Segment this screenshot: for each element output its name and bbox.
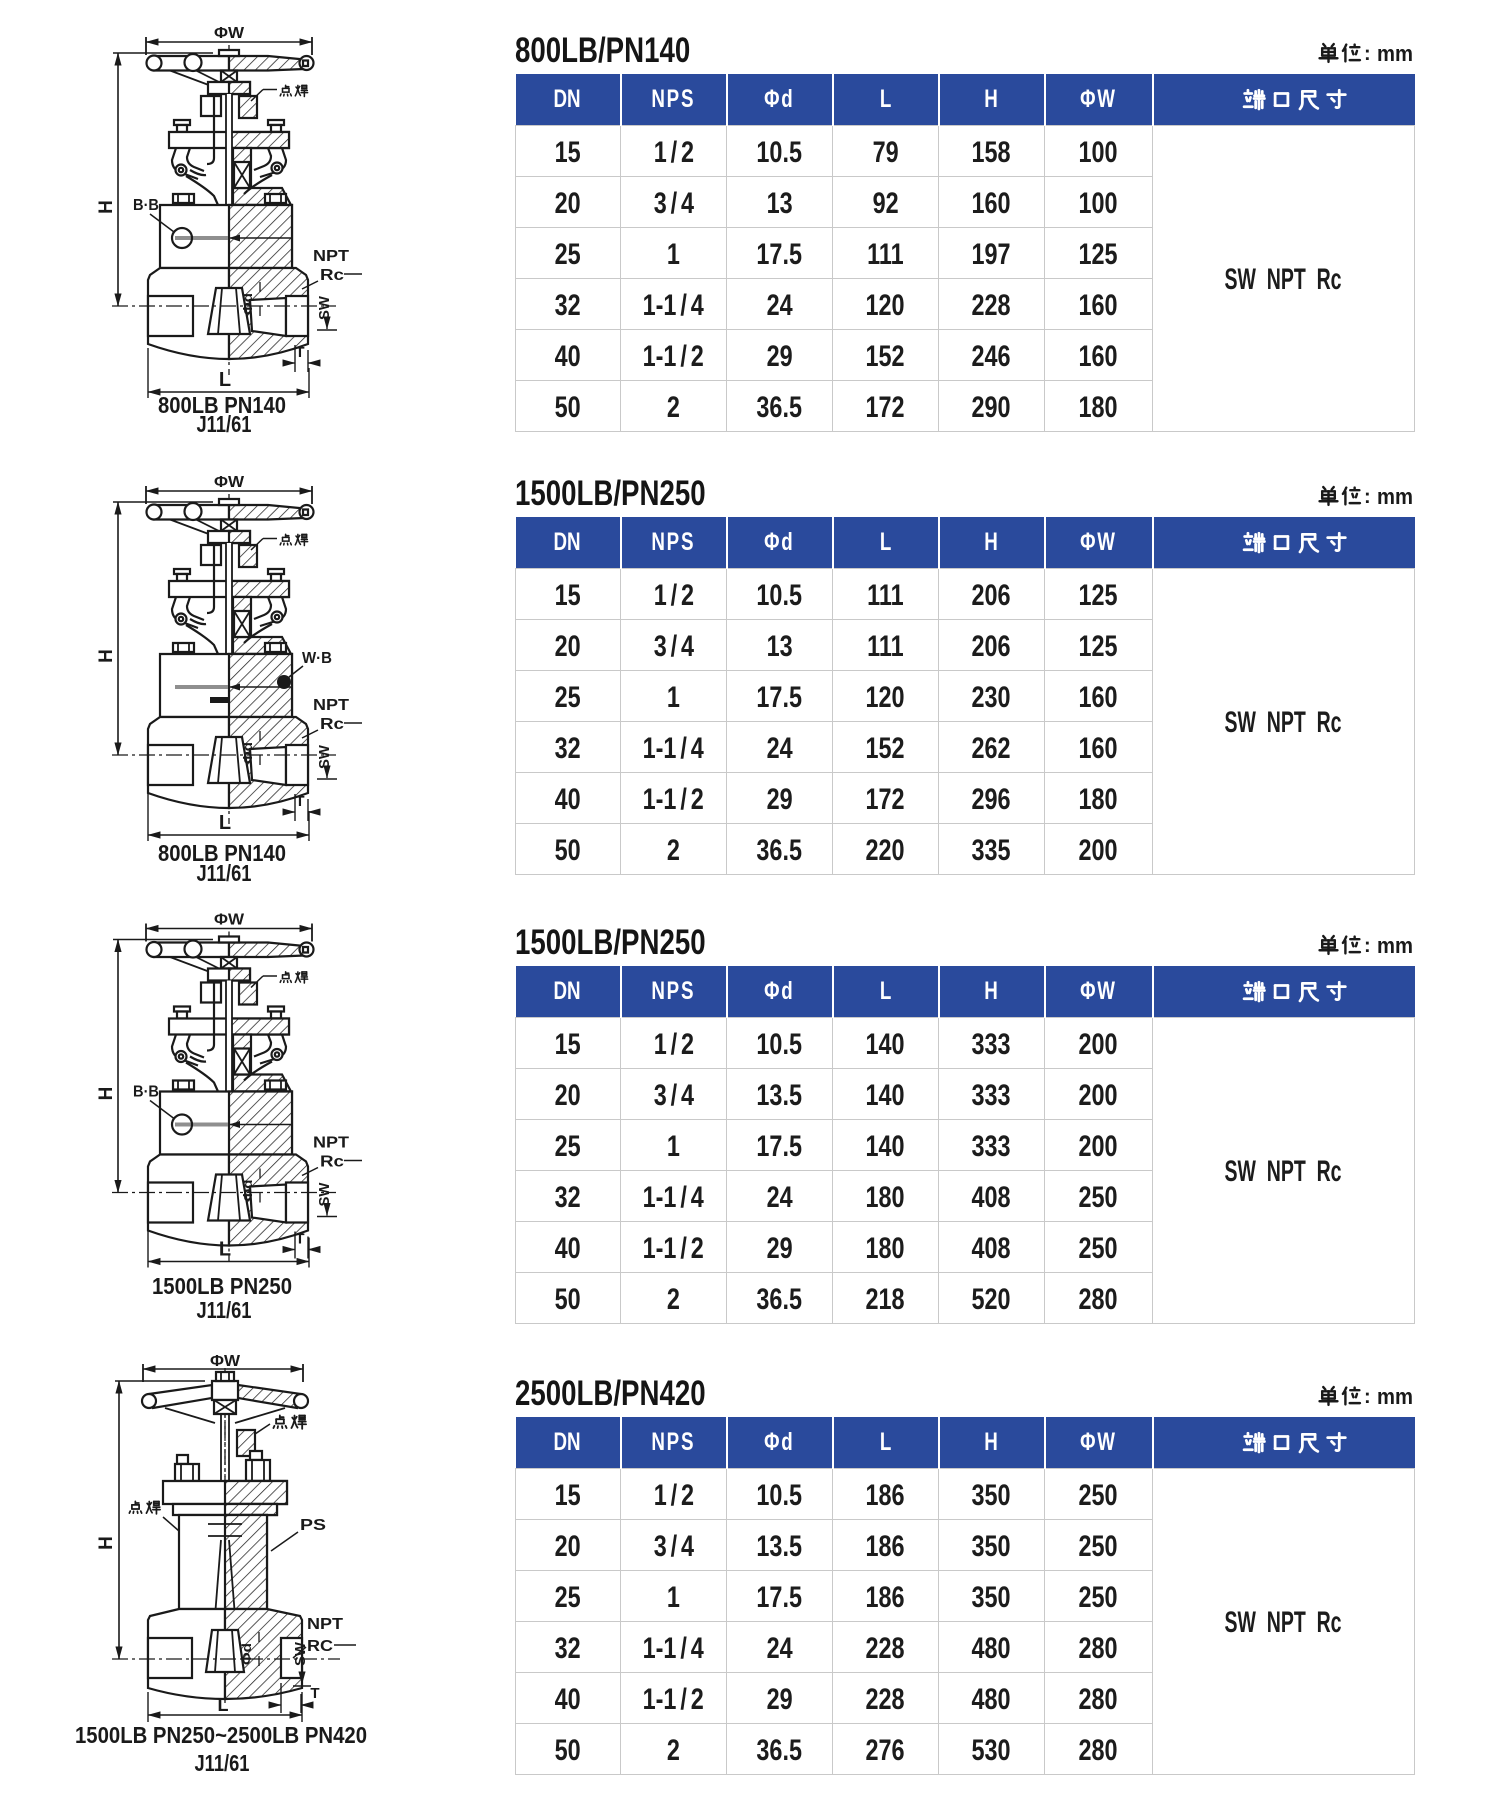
svg-text:mm: mm <box>1377 933 1413 958</box>
svg-text:RC: RC <box>307 1638 334 1655</box>
svg-text:L: L <box>219 369 231 391</box>
svg-text:J11/61: J11/61 <box>197 860 252 886</box>
svg-text:W·B: W·B <box>302 650 332 667</box>
svg-text::: : <box>1364 43 1371 65</box>
svg-text:ΦW: ΦW <box>214 912 245 929</box>
svg-text:J11/61: J11/61 <box>197 411 252 437</box>
svg-text::: : <box>1364 935 1371 957</box>
svg-text:PS: PS <box>300 1517 326 1534</box>
svg-text:Φd: Φd <box>240 293 255 315</box>
svg-text:NPT: NPT <box>313 697 349 714</box>
svg-text:T: T <box>295 1231 304 1248</box>
svg-text:mm: mm <box>1377 1384 1413 1409</box>
svg-text:Rc: Rc <box>320 716 344 733</box>
svg-text:Φd: Φd <box>239 1643 254 1665</box>
svg-text:Φd: Φd <box>240 1179 255 1201</box>
svg-text:T: T <box>295 793 304 810</box>
svg-text::: : <box>1364 1386 1371 1408</box>
svg-text:SW: SW <box>316 1182 333 1207</box>
svg-text:mm: mm <box>1377 484 1413 509</box>
svg-text:NPT: NPT <box>307 1616 343 1633</box>
svg-text:SW: SW <box>292 1641 309 1666</box>
svg-text:T: T <box>310 1685 319 1702</box>
svg-text::: : <box>1364 486 1371 508</box>
svg-text:1500LB PN250~2500LB PN420: 1500LB PN250~2500LB PN420 <box>75 1722 367 1748</box>
svg-text:H: H <box>96 1536 117 1550</box>
svg-text:ΦW: ΦW <box>214 474 245 491</box>
svg-text:mm: mm <box>1377 41 1413 66</box>
svg-text:J11/61: J11/61 <box>197 1297 252 1323</box>
svg-text:L: L <box>219 1239 231 1261</box>
svg-text:H: H <box>96 200 117 214</box>
svg-text:SW: SW <box>316 744 333 769</box>
svg-text:H: H <box>96 1087 117 1101</box>
svg-text:Rc: Rc <box>320 1154 344 1171</box>
svg-text:NPT: NPT <box>313 248 349 265</box>
svg-text:L: L <box>218 1695 229 1715</box>
svg-text:L: L <box>219 812 231 834</box>
svg-text:ΦW: ΦW <box>214 25 245 42</box>
svg-text:T: T <box>295 344 304 361</box>
svg-text:800LB PN140: 800LB PN140 <box>158 840 286 866</box>
svg-text:SW: SW <box>316 295 333 320</box>
svg-text:ΦW: ΦW <box>210 1353 241 1370</box>
svg-text:Φd: Φd <box>240 742 255 764</box>
svg-text:800LB PN140: 800LB PN140 <box>158 392 286 418</box>
svg-text:B·B: B·B <box>133 1084 159 1101</box>
svg-text:NPT: NPT <box>313 1135 349 1152</box>
svg-text:1500LB PN250: 1500LB PN250 <box>152 1273 292 1299</box>
svg-text:Rc: Rc <box>320 267 344 284</box>
svg-text:H: H <box>96 649 117 663</box>
svg-text:J11/61: J11/61 <box>195 1750 250 1776</box>
svg-text:B·B: B·B <box>133 197 159 214</box>
